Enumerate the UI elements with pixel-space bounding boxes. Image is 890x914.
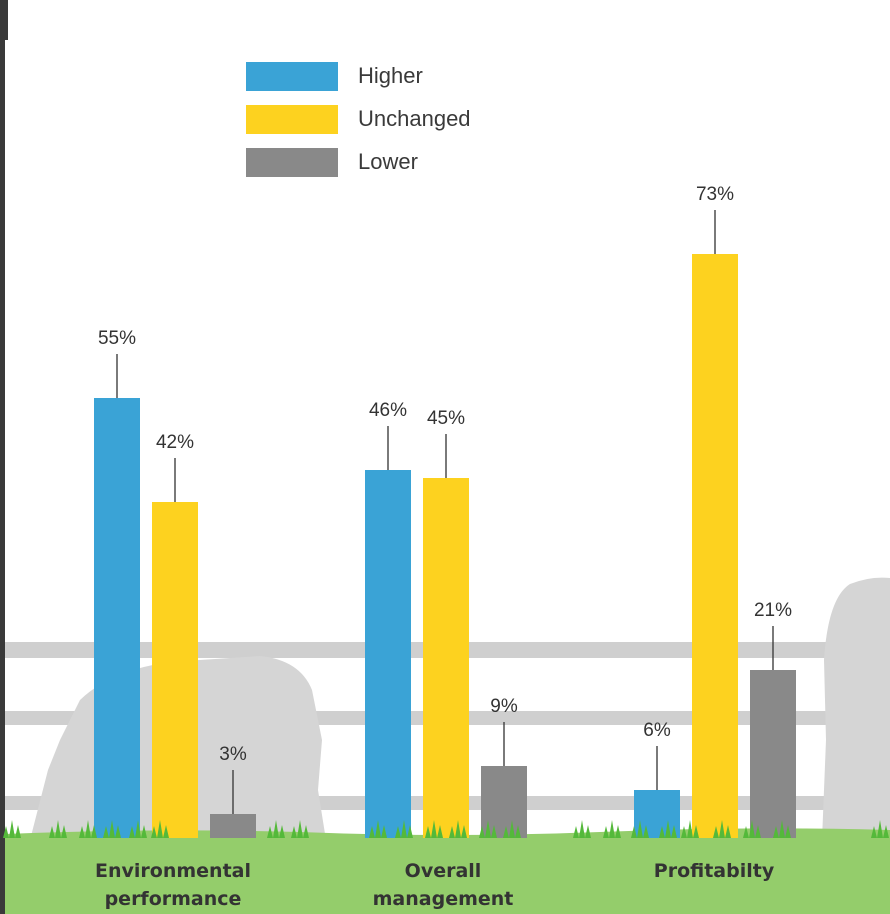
bar-lower-1	[210, 814, 256, 838]
bar-higher-2	[365, 470, 411, 838]
bars-group	[94, 254, 796, 838]
category-label-line: Profitabilty	[653, 860, 775, 882]
category-label-line: Environmental	[95, 860, 251, 882]
grass-tuft	[479, 820, 497, 838]
grass-tuft	[871, 820, 889, 838]
legend-swatch-unchanged	[246, 105, 338, 134]
grass-tufts	[3, 820, 889, 838]
value-label-unchanged-1: 42%	[156, 432, 194, 453]
bar-higher-3	[634, 790, 680, 838]
legend-swatch-higher	[246, 62, 338, 91]
grass-tuft	[773, 820, 791, 838]
left-edge-tab	[0, 0, 8, 40]
left-edge-border	[0, 0, 5, 914]
value-labels: 55% 46% 6% 42% 45% 73% 3% 9% 21%	[98, 184, 792, 765]
value-label-higher-1: 55%	[98, 328, 136, 349]
cow-silhouette-right	[822, 577, 890, 840]
category-label-profitability: Profitabilty	[584, 857, 844, 885]
grass-tuft	[503, 820, 521, 838]
category-label-line: management	[372, 888, 514, 910]
category-label-line: Overall	[404, 860, 482, 882]
legend-label-lower: Lower	[358, 149, 418, 174]
value-label-lower-2: 9%	[490, 696, 518, 717]
bar-unchanged-1	[152, 502, 198, 838]
grass-tuft	[103, 820, 121, 838]
grass-tuft	[291, 820, 309, 838]
value-label-higher-3: 6%	[643, 720, 671, 741]
value-label-lower-1: 3%	[219, 744, 247, 765]
grass-tuft	[3, 820, 21, 838]
legend-swatch-lower	[246, 148, 338, 177]
leader-lines	[116, 210, 774, 814]
bar-unchanged-3	[692, 254, 738, 838]
grass-tuft	[659, 820, 677, 838]
category-label-line: performance	[104, 888, 242, 910]
grass-tuft	[369, 820, 387, 838]
grass-tuft	[681, 820, 699, 838]
grass-tuft	[449, 820, 467, 838]
value-label-unchanged-3: 73%	[696, 184, 734, 205]
grass-tuft	[603, 820, 621, 838]
grass-tuft	[631, 820, 649, 838]
value-label-unchanged-2: 45%	[427, 408, 465, 429]
grass-tuft	[573, 820, 591, 838]
legend-label-higher: Higher	[358, 63, 423, 88]
value-label-higher-2: 46%	[369, 400, 407, 421]
grass-tuft	[395, 820, 413, 838]
grass-ground	[5, 828, 890, 914]
grass-tuft	[425, 820, 443, 838]
bar-unchanged-2	[423, 478, 469, 838]
grass-tuft	[743, 820, 761, 838]
grass-tuft	[713, 820, 731, 838]
grass-tuft	[129, 820, 147, 838]
value-label-lower-3: 21%	[754, 600, 792, 621]
grass-tuft	[151, 820, 169, 838]
grass-tuft	[267, 820, 285, 838]
grass-tuft	[79, 820, 97, 838]
legend-label-unchanged: Unchanged	[358, 106, 471, 131]
grass-tuft	[49, 820, 67, 838]
category-label-environmental: Environmental performance	[43, 857, 303, 913]
bar-higher-1	[94, 398, 140, 838]
category-label-overall: Overall management	[313, 857, 573, 913]
bar-lower-3	[750, 670, 796, 838]
